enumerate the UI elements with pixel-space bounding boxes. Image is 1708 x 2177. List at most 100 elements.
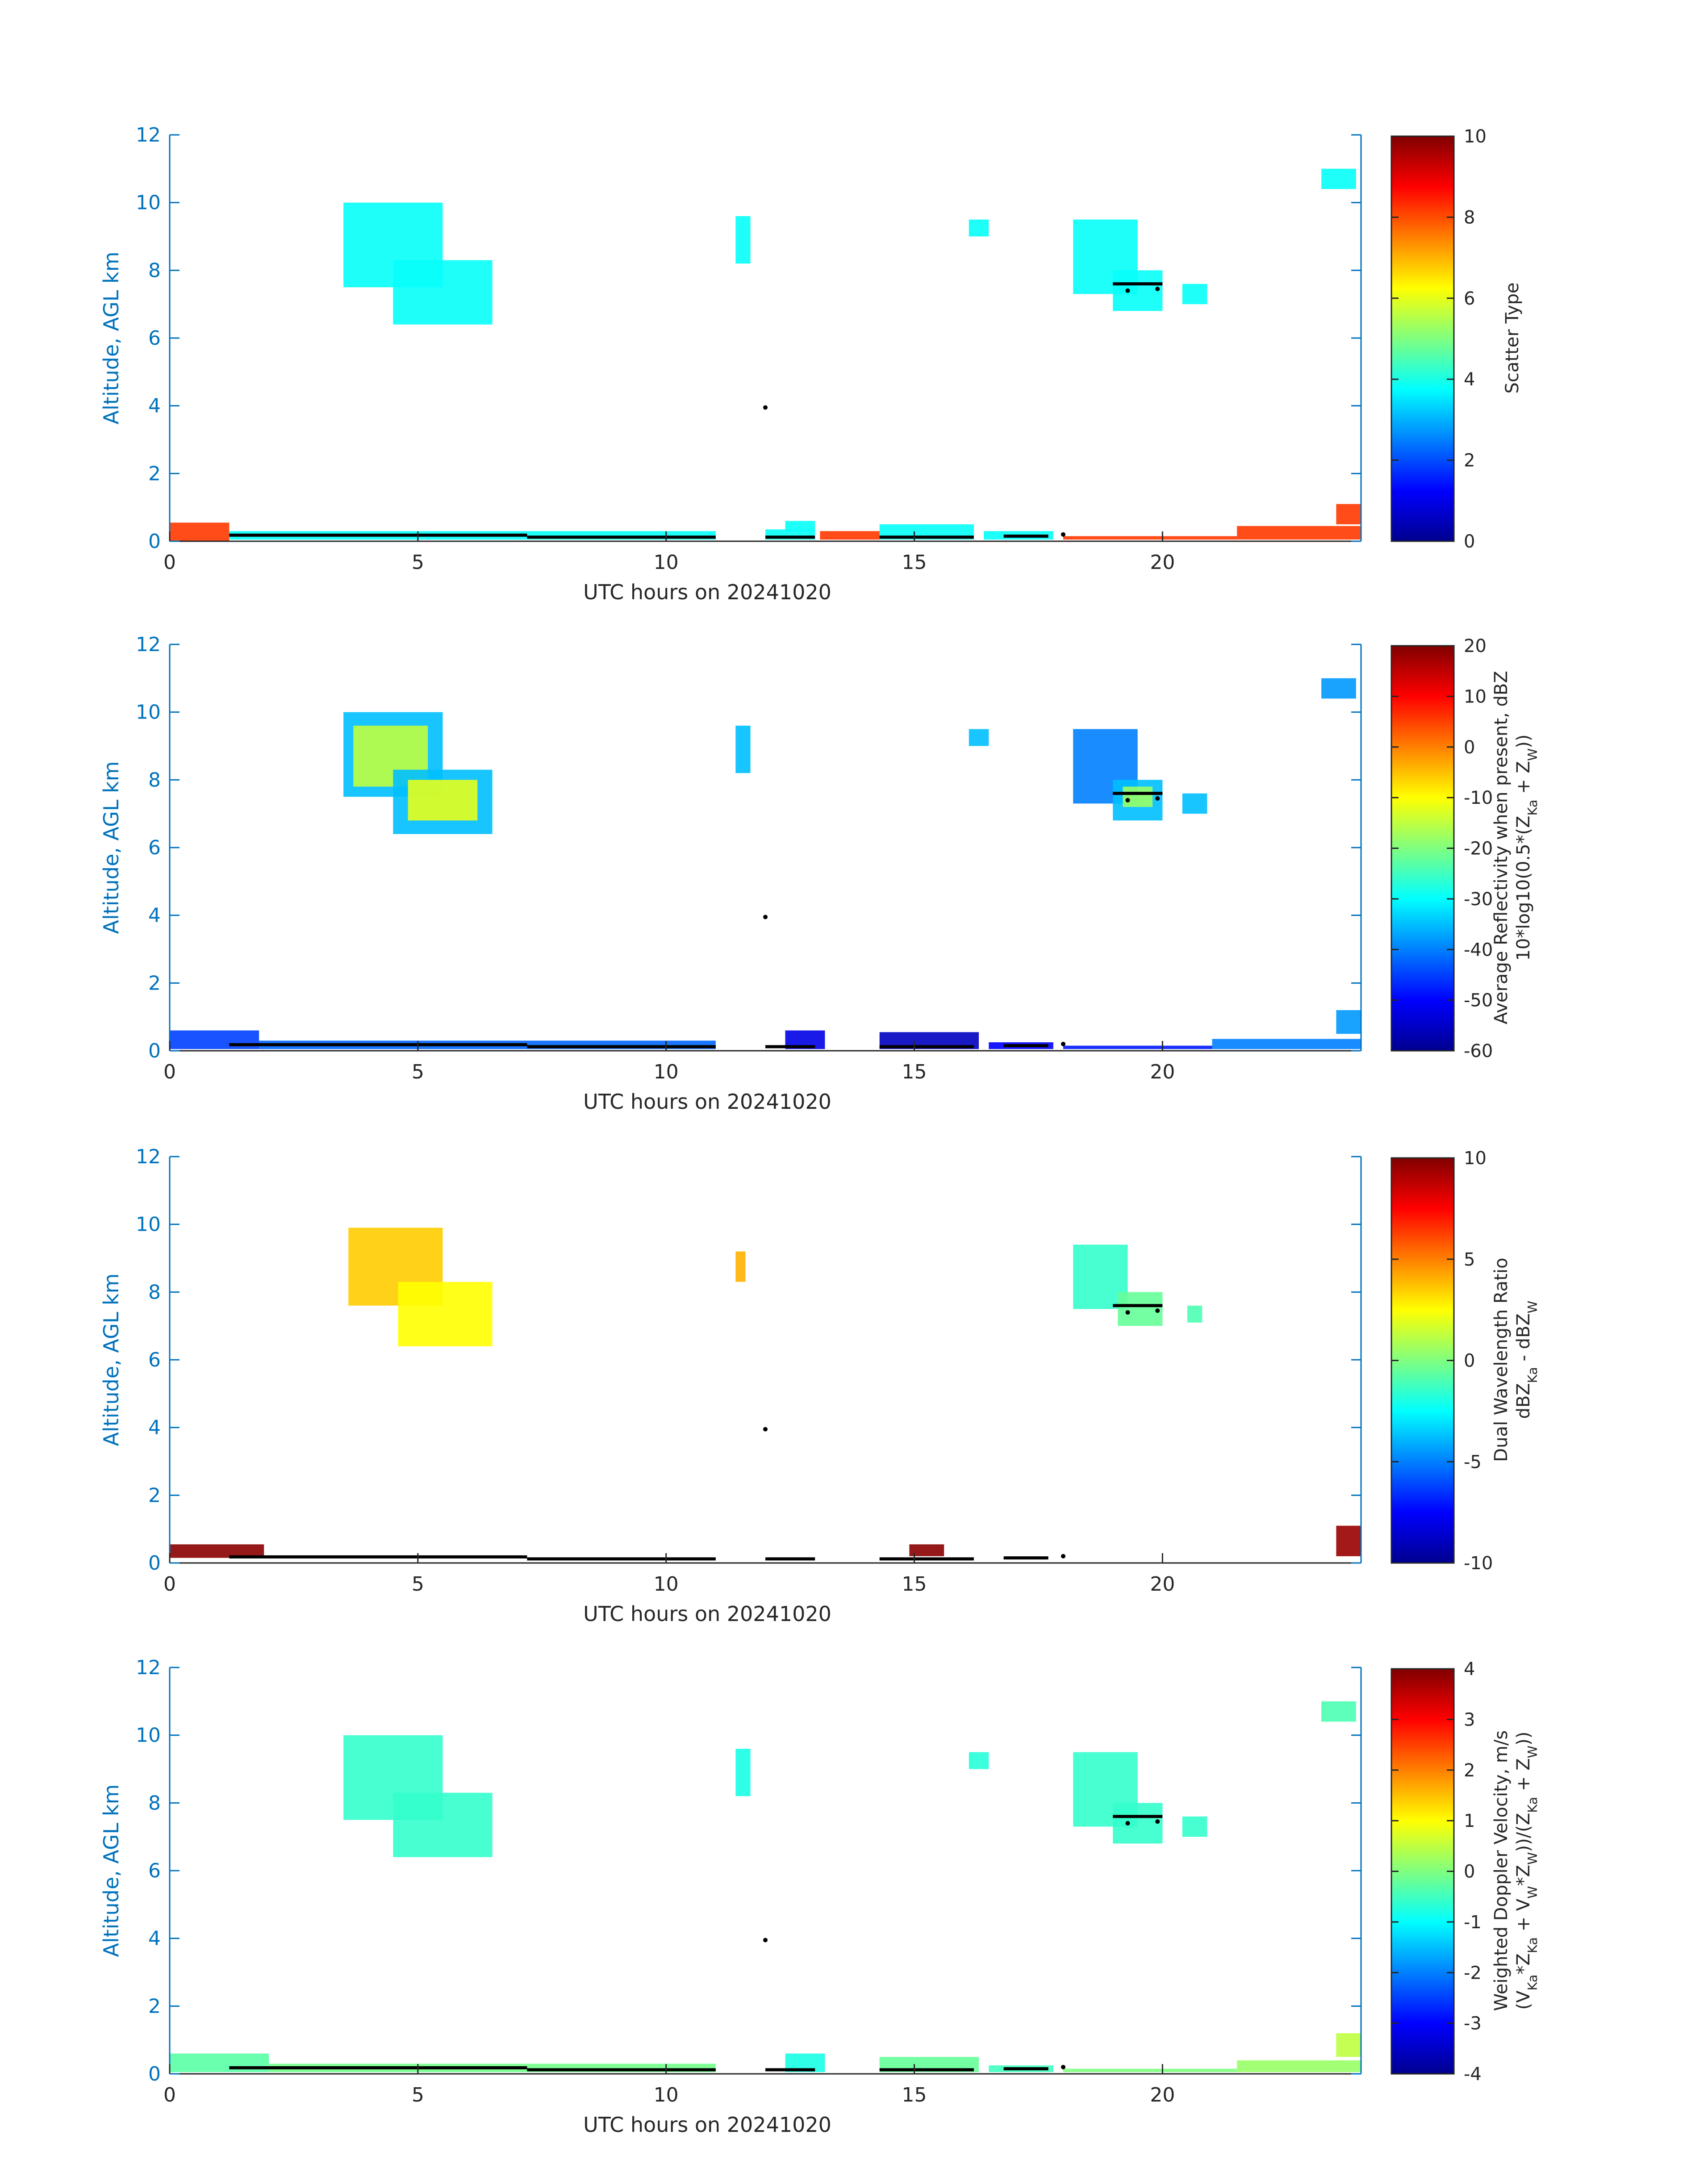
- data-region: [1187, 1305, 1203, 1323]
- x-tick-label: 0: [163, 551, 176, 574]
- data-region: [969, 219, 989, 237]
- y-tick-label: 12: [136, 1656, 161, 1679]
- data-region: [170, 522, 230, 541]
- data-layer: [170, 168, 1361, 541]
- data-region: [398, 1282, 493, 1346]
- panel-3: 0 2 4 6 8 10 12 0 5 10 15 20 UTC hours on 20241020 Al…: [99, 1145, 1540, 1626]
- colorbar-tick-label: 5: [1464, 1249, 1475, 1270]
- y-tick-label: 8: [148, 259, 161, 282]
- x-tick-label: 20: [1150, 1061, 1175, 1083]
- y-tick-label: 6: [148, 1349, 161, 1371]
- colorbar-tick-label: 4: [1464, 1659, 1475, 1680]
- data-region: [1063, 536, 1237, 540]
- marker-layer: [229, 282, 1163, 539]
- marker-point: [1155, 1308, 1160, 1313]
- y-tick-label: 0: [148, 2063, 161, 2085]
- x-tick-label: 15: [902, 1573, 927, 1596]
- y-tick-label: 12: [136, 124, 161, 146]
- colorbar-label: Dual Wavelength Ratio: [1491, 1258, 1512, 1462]
- x-tick-label: 20: [1150, 551, 1175, 574]
- data-region: [820, 531, 880, 540]
- data-region: [1237, 526, 1361, 540]
- colorbar-tick-label: -10: [1464, 1553, 1493, 1574]
- x-tick-label: 15: [902, 1061, 927, 1083]
- x-tick-label: 15: [902, 2084, 927, 2106]
- y-tick-label: 2: [148, 462, 161, 485]
- marker-point: [1155, 1819, 1160, 1824]
- marker-point: [1125, 1310, 1130, 1315]
- x-axis-label: UTC hours on 20241020: [583, 580, 831, 604]
- colorbar-label: Scatter Type: [1502, 283, 1523, 394]
- data-region: [1212, 1039, 1361, 1049]
- x-axis-label: UTC hours on 20241020: [583, 1602, 831, 1626]
- colorbar: [1391, 645, 1455, 1052]
- y-axis-label: Altitude, AGL km: [99, 1273, 123, 1446]
- data-region: [1113, 1803, 1163, 1844]
- y-tick-label: 0: [148, 530, 161, 553]
- colorbar-tick-label: -30: [1464, 889, 1493, 910]
- x-tick-label: 5: [412, 551, 424, 574]
- y-tick-label: 4: [148, 1417, 161, 1439]
- y-axis-label: Altitude, AGL km: [99, 1784, 123, 1957]
- data-region: [735, 1251, 746, 1282]
- y-tick-label: 0: [148, 1040, 161, 1062]
- panel-2: 0 2 4 6 8 10 12 0 5 10 15 20 UTC hours on 20241020 Al…: [99, 633, 1540, 1114]
- colorbar-label: 10*log10(0.5*(ZKa + ZW)): [1513, 734, 1540, 961]
- colorbar-tick-label: -1: [1464, 1912, 1482, 1933]
- x-tick-label: 10: [654, 1573, 679, 1596]
- colorbar-tick-label: 0: [1464, 1862, 1475, 1882]
- y-tick-label: 10: [136, 701, 161, 724]
- data-region: [1063, 1045, 1212, 1049]
- colorbar-tick-label: 0: [1464, 1351, 1475, 1371]
- y-tick-label: 4: [148, 904, 161, 927]
- colorbar-tick-label: 10: [1464, 1148, 1487, 1169]
- colorbar: [1391, 1157, 1455, 1564]
- y-axis-label: Altitude, AGL km: [99, 251, 123, 424]
- y-tick-label: 4: [148, 1927, 161, 1950]
- colorbar-tick-label: -20: [1464, 839, 1493, 859]
- y-tick-label: 6: [148, 1859, 161, 1882]
- data-region: [1063, 2068, 1237, 2073]
- marker-point: [1125, 288, 1130, 293]
- colorbar-tick-label: 2: [1464, 1760, 1475, 1781]
- colorbar-tick-label: 3: [1464, 1709, 1475, 1730]
- data-region: [1118, 1292, 1163, 1326]
- marker-layer: [229, 1304, 1163, 1561]
- colorbar-label: dBZKa - dBZW: [1513, 1301, 1540, 1419]
- colorbar-label: (VKa*ZKa + VW*ZW))/(ZKa + ZW)): [1513, 1732, 1540, 2010]
- marker-point: [1061, 1554, 1065, 1559]
- y-tick-label: 12: [136, 633, 161, 656]
- data-region: [735, 1749, 751, 1797]
- data-region: [393, 1793, 493, 1857]
- data-region: [1321, 678, 1356, 699]
- marker-point: [763, 405, 768, 410]
- colorbar-tick-label: 2: [1464, 451, 1475, 471]
- colorbar-tick-label: 8: [1464, 207, 1475, 228]
- colorbar-tick-label: 10: [1464, 126, 1487, 147]
- colorbar-tick-label: -10: [1464, 788, 1493, 808]
- data-region: [735, 216, 751, 264]
- x-tick-label: 15: [902, 551, 927, 574]
- x-axis-label: UTC hours on 20241020: [583, 2113, 831, 2137]
- data-region: [785, 521, 815, 531]
- y-tick-label: 10: [136, 1213, 161, 1236]
- data-region: [1336, 2033, 1361, 2057]
- colorbar-tick-label: -5: [1464, 1452, 1482, 1472]
- marker-point: [1061, 2064, 1065, 2069]
- x-tick-label: 5: [412, 1573, 424, 1596]
- colorbar-label: Weighted Doppler Velocity, m/s: [1491, 1730, 1512, 2011]
- x-tick-label: 20: [1150, 1573, 1175, 1596]
- y-tick-label: 6: [148, 836, 161, 859]
- data-region: [1321, 168, 1356, 189]
- marker-point: [1061, 532, 1065, 537]
- y-tick-label: 12: [136, 1145, 161, 1168]
- y-tick-label: 4: [148, 395, 161, 418]
- data-layer: [170, 678, 1361, 1049]
- colorbar-tick-label: 0: [1464, 531, 1475, 552]
- data-region: [1182, 793, 1207, 814]
- y-tick-label: 10: [136, 192, 161, 214]
- colorbar-tick-label: -50: [1464, 990, 1493, 1011]
- x-tick-label: 0: [163, 2084, 176, 2106]
